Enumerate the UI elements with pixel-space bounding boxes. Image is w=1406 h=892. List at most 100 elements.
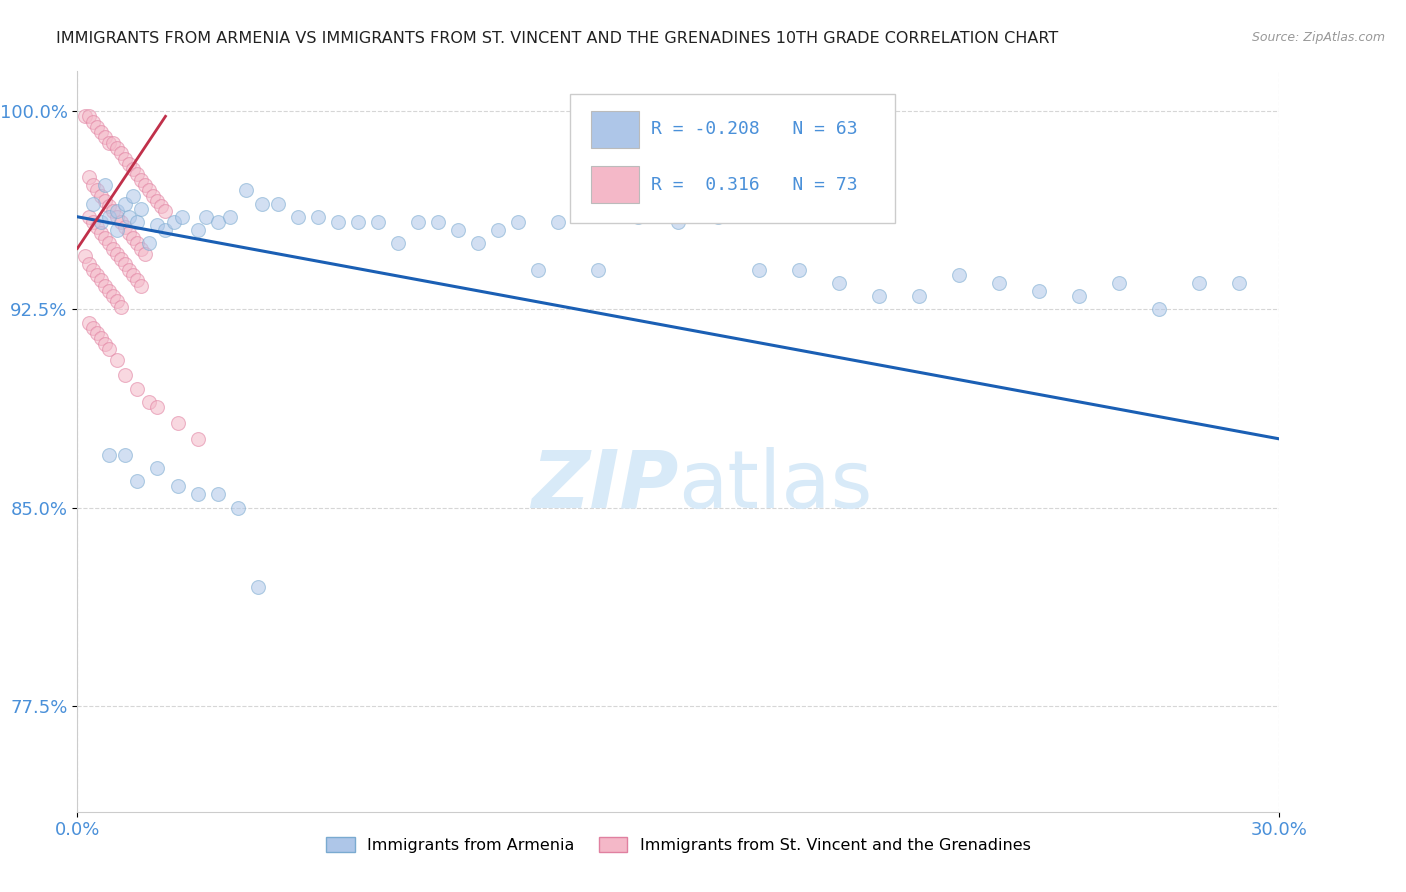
Text: ZIP: ZIP <box>531 447 679 525</box>
Point <box>127 168 149 182</box>
Point <box>948 268 970 282</box>
Point <box>127 273 149 287</box>
Point <box>186 432 209 446</box>
Point <box>828 276 851 290</box>
Point <box>787 262 810 277</box>
Point <box>748 262 770 277</box>
Point <box>107 247 129 261</box>
Point <box>131 202 153 216</box>
Point <box>207 215 229 229</box>
Point <box>98 284 121 298</box>
Point <box>107 294 129 309</box>
Point <box>162 215 184 229</box>
Point <box>138 183 160 197</box>
Point <box>114 152 136 166</box>
Point <box>1028 284 1050 298</box>
Point <box>110 215 132 229</box>
Point <box>90 226 112 240</box>
Point <box>79 109 101 123</box>
Point <box>908 289 931 303</box>
Point <box>142 188 165 202</box>
Point <box>107 210 129 224</box>
Text: R =  0.316   N = 73: R = 0.316 N = 73 <box>651 176 858 194</box>
Point <box>155 204 177 219</box>
Point <box>90 215 112 229</box>
Point <box>307 210 329 224</box>
Point <box>86 220 108 235</box>
Text: Source: ZipAtlas.com: Source: ZipAtlas.com <box>1251 31 1385 45</box>
Point <box>367 215 389 229</box>
Point <box>103 289 125 303</box>
Point <box>138 236 160 251</box>
Point <box>707 210 730 224</box>
Point <box>1108 276 1130 290</box>
Point <box>235 183 257 197</box>
Point <box>387 236 409 251</box>
Point <box>150 199 173 213</box>
Point <box>1229 276 1251 290</box>
Point <box>131 242 153 256</box>
Point <box>118 210 141 224</box>
Point <box>127 236 149 251</box>
Point <box>467 236 489 251</box>
Point <box>1149 302 1171 317</box>
FancyBboxPatch shape <box>591 111 638 147</box>
FancyBboxPatch shape <box>571 94 894 223</box>
Point <box>146 400 169 414</box>
Point <box>110 146 132 161</box>
Point <box>122 188 145 202</box>
Point <box>82 262 104 277</box>
Point <box>347 215 370 229</box>
Point <box>118 157 141 171</box>
Text: IMMIGRANTS FROM ARMENIA VS IMMIGRANTS FROM ST. VINCENT AND THE GRENADINES 10TH G: IMMIGRANTS FROM ARMENIA VS IMMIGRANTS FR… <box>56 31 1059 46</box>
Point <box>98 136 121 150</box>
Point <box>547 215 569 229</box>
Point <box>86 120 108 134</box>
Point <box>114 196 136 211</box>
Point <box>118 226 141 240</box>
Point <box>94 231 117 245</box>
Point <box>146 461 169 475</box>
Point <box>79 170 101 185</box>
Point <box>486 223 509 237</box>
Point <box>122 268 145 282</box>
Point <box>107 223 129 237</box>
Point <box>75 250 97 264</box>
Point <box>287 210 309 224</box>
Point <box>90 188 112 202</box>
Point <box>114 368 136 383</box>
Text: atlas: atlas <box>679 447 873 525</box>
Point <box>186 487 209 501</box>
Point <box>447 223 470 237</box>
Point <box>90 125 112 139</box>
Point <box>868 289 890 303</box>
Point <box>98 199 121 213</box>
Point <box>134 178 156 192</box>
Legend: Immigrants from Armenia, Immigrants from St. Vincent and the Grenadines: Immigrants from Armenia, Immigrants from… <box>319 830 1038 859</box>
Point <box>94 194 117 208</box>
Point <box>82 321 104 335</box>
Point <box>218 210 240 224</box>
Point <box>114 257 136 271</box>
Point <box>110 300 132 314</box>
Point <box>134 247 156 261</box>
Point <box>86 326 108 340</box>
Point <box>90 273 112 287</box>
Point <box>988 276 1011 290</box>
Point <box>508 215 530 229</box>
Point <box>146 218 169 232</box>
Point <box>131 278 153 293</box>
Point <box>82 114 104 128</box>
Point <box>1188 276 1211 290</box>
Point <box>246 580 269 594</box>
Point <box>166 479 188 493</box>
Point <box>98 236 121 251</box>
Point <box>267 196 290 211</box>
Point <box>107 141 129 155</box>
FancyBboxPatch shape <box>591 166 638 203</box>
Text: R = -0.208   N = 63: R = -0.208 N = 63 <box>651 120 858 138</box>
Point <box>588 262 610 277</box>
Point <box>527 262 550 277</box>
Point <box>114 220 136 235</box>
Point <box>86 183 108 197</box>
